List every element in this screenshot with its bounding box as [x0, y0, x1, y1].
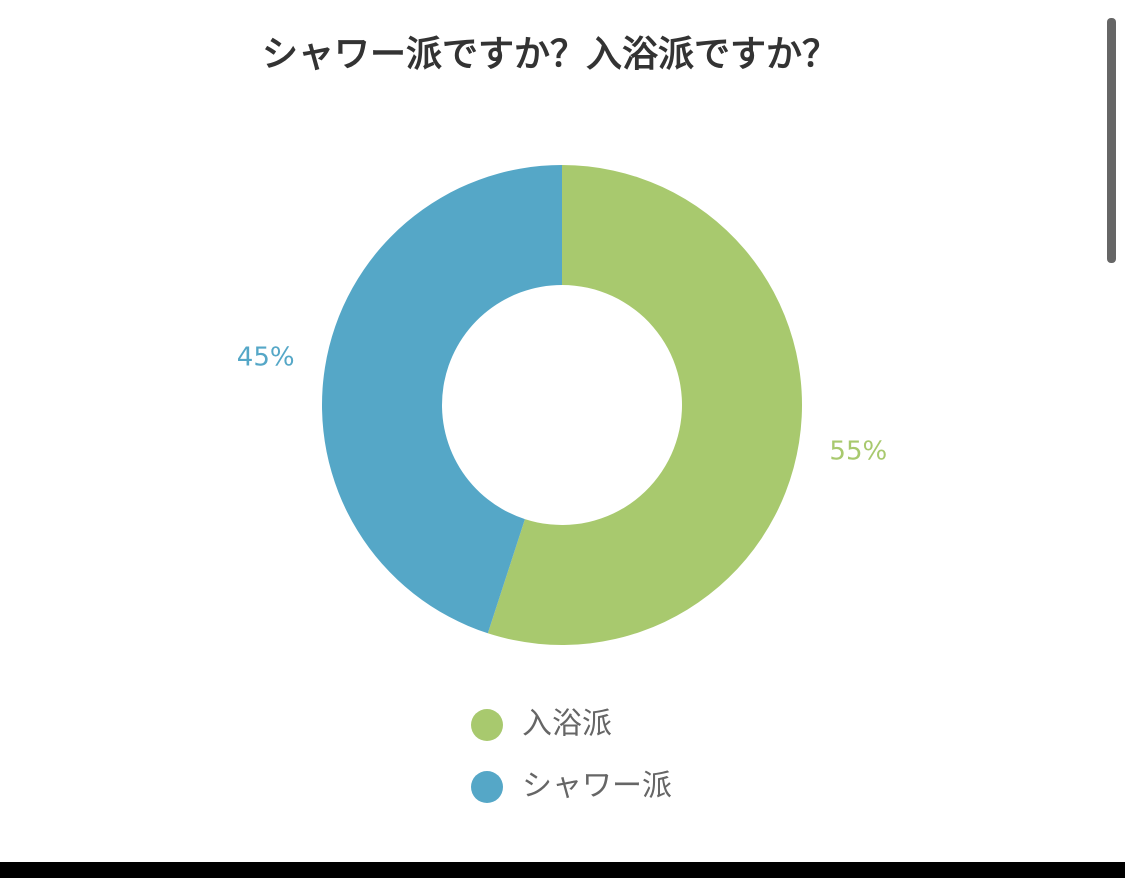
legend-marker: [471, 771, 503, 803]
legend-label: シャワー派: [522, 769, 672, 804]
bottom-bar: [0, 862, 1125, 878]
data-label: 45%: [237, 343, 295, 373]
data-label: 55%: [829, 436, 887, 466]
slice: [321, 165, 562, 634]
legend-label: 入浴派: [522, 707, 612, 742]
scrollbar[interactable]: [1107, 18, 1116, 263]
slice: [487, 165, 802, 645]
chart-title: シャワー派ですか？入浴派ですか？: [262, 34, 838, 75]
legend-marker: [471, 709, 503, 741]
